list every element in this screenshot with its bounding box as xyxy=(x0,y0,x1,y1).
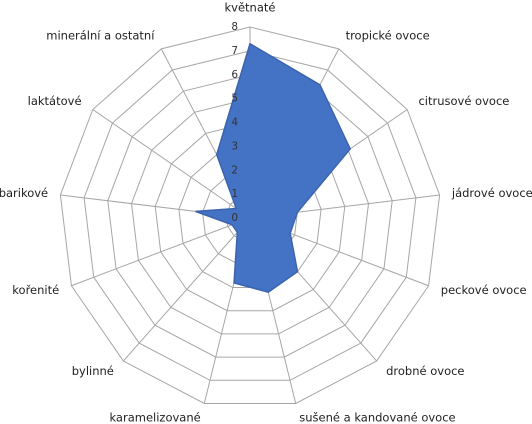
tick-label: 5 xyxy=(231,93,238,105)
grid-ring xyxy=(107,74,393,358)
axis-label: tropické ovoce xyxy=(346,28,430,42)
axis-label: minerální a ostatní xyxy=(46,28,155,42)
spoke xyxy=(122,217,251,362)
axis-label: jádrové ovoce xyxy=(451,186,532,200)
grid-ring xyxy=(130,98,370,335)
axis-label: květnaté xyxy=(225,1,276,15)
axis-label: laktátové xyxy=(28,94,82,108)
tick-label: 2 xyxy=(231,164,238,176)
radar-area xyxy=(195,42,352,293)
axis-label: barikové xyxy=(0,186,48,200)
tick-label: 1 xyxy=(231,188,238,200)
axis-label: kořenité xyxy=(12,283,59,297)
axis-label: karamelizované xyxy=(109,410,200,424)
tick-label: 7 xyxy=(231,45,238,57)
axis-label: citrusové ovoce xyxy=(418,94,509,108)
tick-label: 0 xyxy=(231,212,238,224)
grid-ring xyxy=(59,26,441,404)
tick-label: 6 xyxy=(231,69,238,81)
axis-label: drobné ovoce xyxy=(386,364,464,378)
tick-label: 3 xyxy=(231,140,238,152)
spoke xyxy=(92,109,251,219)
spoke xyxy=(71,217,251,287)
tick-label: 8 xyxy=(231,21,238,33)
axis-label: sušené a kandované ovoce xyxy=(299,410,455,424)
grid-ring xyxy=(83,50,417,381)
axis-label: bylinné xyxy=(72,364,114,378)
tick-label: 4 xyxy=(231,117,238,129)
axis-label: peckové ovoce xyxy=(441,283,527,297)
